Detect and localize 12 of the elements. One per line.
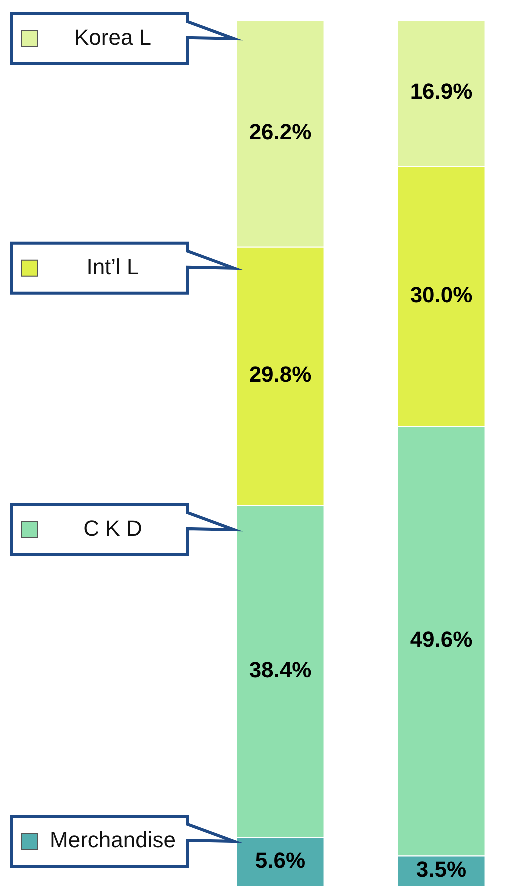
legend-label: Merchandise	[50, 828, 176, 853]
data-label: 30.0%	[410, 282, 473, 308]
legend-label: C K D	[84, 516, 142, 542]
data-label: 16.9%	[410, 79, 473, 104]
data-label: 29.8%	[249, 362, 312, 387]
data-label: 38.4%	[249, 657, 312, 682]
data-label: 3.5%	[416, 856, 467, 882]
legend-label: Int’l L	[86, 254, 140, 280]
data-label: 49.6%	[410, 626, 473, 652]
data-label: 26.2%	[249, 120, 312, 145]
legend-label: Korea L	[74, 24, 152, 50]
data-label: 5.6%	[255, 848, 306, 873]
